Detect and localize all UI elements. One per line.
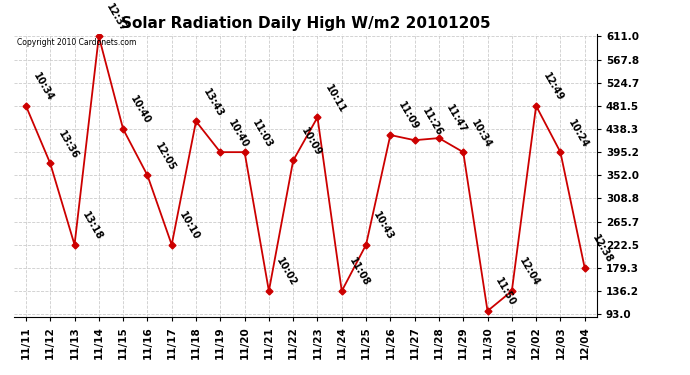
Title: Solar Radiation Daily High W/m2 20101205: Solar Radiation Daily High W/m2 20101205 [121, 16, 490, 31]
Text: 10:40: 10:40 [128, 94, 153, 126]
Text: 10:02: 10:02 [275, 256, 299, 288]
Text: 11:08: 11:08 [347, 256, 371, 288]
Text: 10:11: 10:11 [323, 83, 347, 115]
Text: 13:18: 13:18 [80, 210, 104, 242]
Text: 13:36: 13:36 [56, 129, 80, 160]
Text: 10:40: 10:40 [226, 117, 250, 149]
Text: 10:34: 10:34 [32, 71, 56, 103]
Text: 10:10: 10:10 [177, 210, 201, 242]
Text: 11:47: 11:47 [444, 104, 469, 135]
Text: 10:43: 10:43 [372, 210, 396, 242]
Text: 10:34: 10:34 [469, 117, 493, 149]
Text: 12:49: 12:49 [542, 71, 566, 103]
Text: 10:24: 10:24 [566, 117, 590, 149]
Text: Copyright 2010 Cardonets.com: Copyright 2010 Cardonets.com [17, 38, 136, 47]
Text: 11:26: 11:26 [420, 106, 444, 137]
Text: 11:03: 11:03 [250, 117, 275, 149]
Text: 12:04: 12:04 [518, 256, 542, 288]
Text: 12:05: 12:05 [153, 141, 177, 172]
Text: 10:09: 10:09 [299, 126, 323, 158]
Text: 11:50: 11:50 [493, 276, 518, 308]
Text: 12:38: 12:38 [590, 233, 615, 265]
Text: 11:09: 11:09 [396, 100, 420, 132]
Text: 12:37: 12:37 [104, 2, 128, 34]
Text: 13:43: 13:43 [201, 87, 226, 118]
